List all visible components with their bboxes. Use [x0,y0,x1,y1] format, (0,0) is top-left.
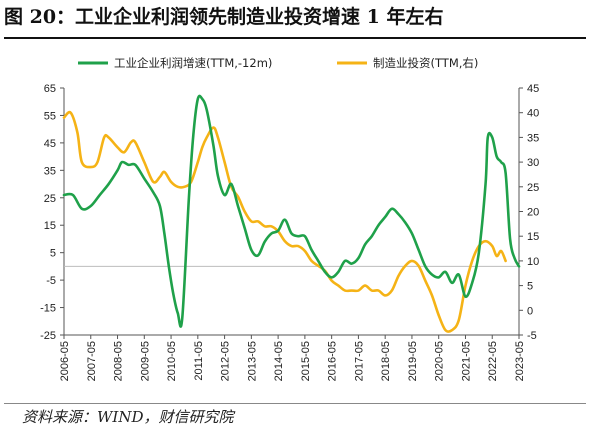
left-tick-label: -5 [46,275,56,287]
x-tick-label: 2009-05 [139,341,151,381]
x-tick-label: 2020-05 [434,341,446,381]
legend-label-investment: 制造业投资(TTM,右) [373,56,478,70]
right-tick-label: 45 [527,83,539,95]
left-tick-label: 65 [44,83,56,95]
x-tick-label: 2023-05 [514,341,526,381]
right-tick-label: 20 [527,207,539,219]
x-tick-label: 2014-05 [273,341,285,381]
right-tick-label: 5 [527,281,533,293]
series-line-profit [62,94,521,328]
x-tick-label: 2006-05 [59,341,71,381]
legend-label-profit: 工业企业利润增速(TTM,-12m) [114,56,272,70]
left-tick-label: 35 [44,165,56,177]
left-tick-label: 45 [44,138,56,150]
x-tick-label: 2017-05 [353,341,365,381]
x-tick-label: 2021-05 [460,341,472,381]
figure-title: 图 20：工业企业利润领先制造业投资增速 1 年左右 [4,6,444,28]
source-note: 资料来源：WIND，财信研究院 [22,408,234,426]
x-tick-label: 2022-05 [487,341,499,381]
right-tick-label: 30 [527,157,539,169]
x-tick-label: 2019-05 [407,341,419,381]
x-tick-label: 2011-05 [193,341,205,381]
left-tick-label: 25 [44,193,56,205]
left-tick-label: -15 [40,303,56,315]
series-line-investment [62,110,507,333]
left-tick-label: 5 [50,248,56,260]
x-tick-label: 2007-05 [86,341,98,381]
chart-axes: 65 55 45 35 25 15 5 -5 -15 -25 45 40 35 30 25 20 15 10 5 0 -… [40,83,539,381]
x-tick-label: 2010-05 [166,341,178,381]
right-tick-label: 40 [527,108,539,120]
left-tick-label: 55 [44,110,56,122]
x-tick-label: 2012-05 [220,341,232,381]
left-tick-label: 15 [44,220,56,232]
dual-axis-line-chart: 工业企业利润增速(TTM,-12m) 制造业投资(TTM,右) 65554535… [40,56,539,381]
chart-legend: 工业企业利润增速(TTM,-12m) 制造业投资(TTM,右) [78,56,478,70]
x-tick-label: 2013-05 [246,341,258,381]
x-tick-label: 2016-05 [327,341,339,381]
right-tick-label: 15 [527,231,539,243]
left-tick-label: -25 [40,330,56,342]
x-tick-label: 2015-05 [300,341,312,381]
plot-area [62,94,521,333]
source-divider [4,403,586,404]
right-tick-label: -5 [527,330,537,342]
x-tick-label: 2008-05 [113,341,125,381]
right-tick-label: 25 [527,182,539,194]
right-tick-label: 0 [527,305,533,317]
title-divider [4,37,586,39]
x-tick-label: 2018-05 [380,341,392,381]
right-tick-label: 10 [527,256,539,268]
right-tick-label: 35 [527,132,539,144]
